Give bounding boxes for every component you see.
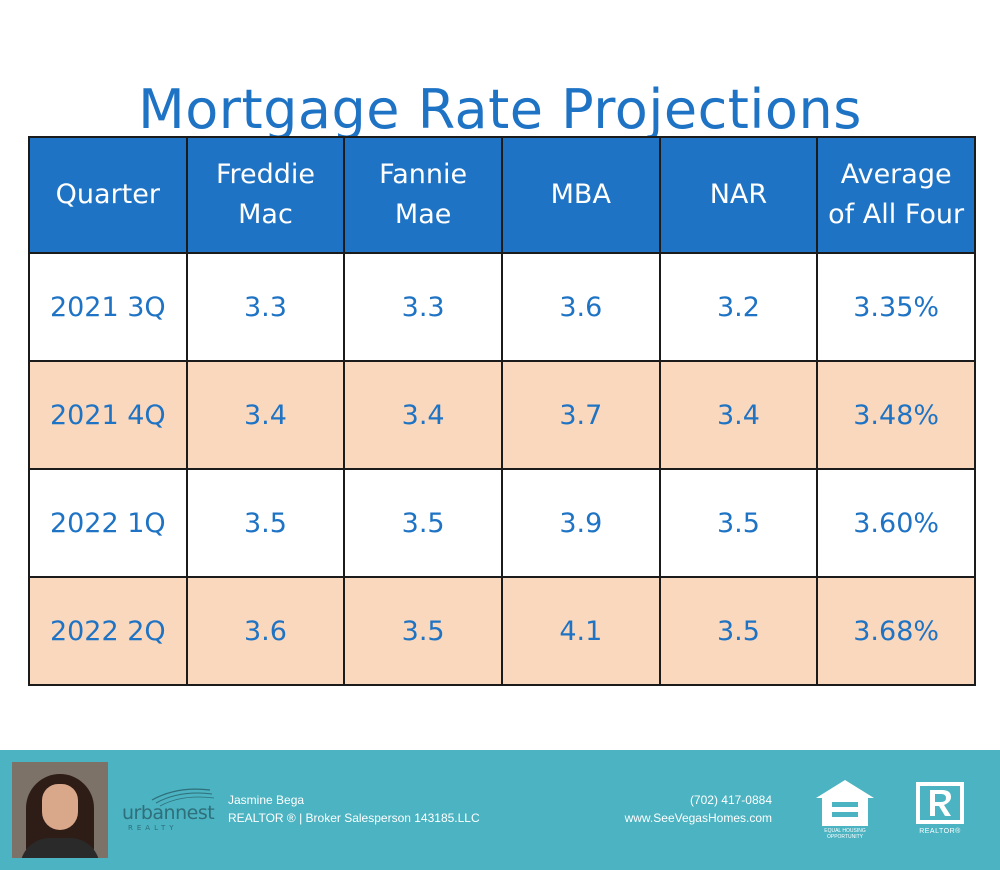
cell-nar: 3.2 [658,252,819,362]
table-row: 2022 2Q 3.6 3.5 4.1 3.5 3.68% [28,576,976,686]
cell-fannie-mae: 3.5 [343,468,503,578]
cell-average: 3.48% [816,360,976,470]
equal-housing-opportunity-icon: EQUAL HOUSING OPPORTUNITY [812,778,878,842]
cell-freddie-mac: 3.6 [185,576,346,686]
agent-name: Jasmine Bega [228,793,305,807]
cell-fannie-mae: 3.5 [343,576,503,686]
cell-nar: 3.5 [658,576,819,686]
agent-photo [12,762,108,858]
header-fannie-mae: Fannie Mae [343,136,503,254]
cell-average: 3.35% [816,252,976,362]
header-freddie-mac: Freddie Mac [185,136,346,254]
agent-phone[interactable]: (702) 417-0884 [689,793,772,807]
cell-fannie-mae: 3.3 [343,252,503,362]
cell-average: 3.68% [816,576,976,686]
table-row: 2021 3Q 3.3 3.3 3.6 3.2 3.35% [28,252,976,362]
logo-wordmark: urbannest [122,802,215,824]
mortgage-rate-table: Quarter Freddie Mac Fannie Mae MBA NAR Ave… [28,136,976,686]
realtor-icon: REALTOR® [912,780,968,842]
cell-freddie-mac: 3.3 [185,252,346,362]
cell-freddie-mac: 3.4 [185,360,346,470]
cell-nar: 3.5 [658,468,819,578]
header-average: Average of All Four [816,136,976,254]
cell-quarter: 2022 2Q [28,576,188,686]
cell-freddie-mac: 3.5 [185,468,346,578]
agent-title: REALTOR ® | Broker Salesperson 143185.LL… [228,811,480,825]
footer-banner: urbannest REALTY Jasmine Bega REALTOR ® … [0,750,1000,870]
cell-quarter: 2022 1Q [28,468,188,578]
urbannest-logo: urbannest REALTY [122,778,222,838]
header-mba: MBA [500,136,661,254]
cell-mba: 3.6 [500,252,661,362]
cell-average: 3.60% [816,468,976,578]
table-header-row: Quarter Freddie Mac Fannie Mae MBA NAR Ave… [28,136,976,254]
cell-mba: 3.7 [500,360,661,470]
logo-subtext: REALTY [128,824,178,832]
realtor-label: REALTOR® [919,828,961,835]
header-nar: NAR [658,136,819,254]
table-row: 2022 1Q 3.5 3.5 3.9 3.5 3.60% [28,468,976,578]
agent-website[interactable]: www.SeeVegasHomes.com [624,811,772,825]
page-title: Mortgage Rate Projections [138,78,862,142]
cell-quarter: 2021 3Q [28,252,188,362]
cell-fannie-mae: 3.4 [343,360,503,470]
swoosh-icon [151,788,215,807]
cell-mba: 3.9 [500,468,661,578]
cell-quarter: 2021 4Q [28,360,188,470]
eho-label: EQUAL HOUSING OPPORTUNITY [824,828,866,840]
cell-nar: 3.4 [658,360,819,470]
table-row: 2021 4Q 3.4 3.4 3.7 3.4 3.48% [28,360,976,470]
header-quarter: Quarter [28,136,188,254]
cell-mba: 4.1 [500,576,661,686]
